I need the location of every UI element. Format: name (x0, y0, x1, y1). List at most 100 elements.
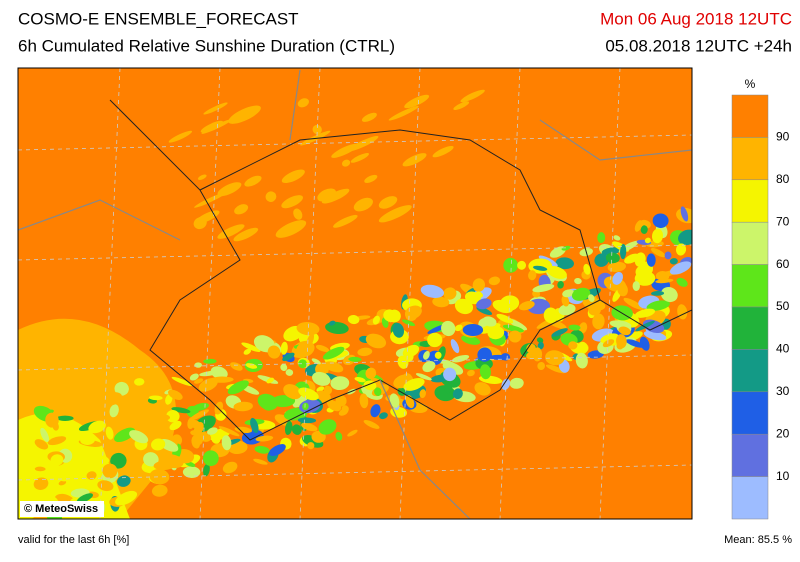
field-blob (34, 439, 49, 450)
field-blob (50, 454, 64, 466)
field-blob (88, 420, 106, 434)
field-blob (253, 458, 268, 465)
field-blob (265, 191, 277, 202)
field-blob (190, 419, 202, 430)
field-blob (472, 278, 486, 292)
field-blob (227, 380, 249, 395)
field-blob (561, 245, 571, 251)
legend-swatch (731, 349, 769, 393)
field-blob (640, 225, 648, 234)
field-blob (568, 341, 578, 350)
subtitle: 6h Cumulated Relative Sunshine Duration … (18, 36, 395, 55)
field-blob (347, 429, 358, 437)
field-blob (102, 463, 118, 479)
legend-swatch (731, 94, 769, 138)
field-blob (34, 466, 46, 472)
legend: % 90 80 70 60 50 40 30 20 10 (731, 77, 790, 520)
field-blob (558, 303, 576, 316)
field-blob (266, 377, 275, 384)
field-blob (307, 442, 315, 450)
field-blob (644, 237, 651, 244)
field-blob (114, 381, 129, 396)
field-blob (669, 261, 692, 275)
field-blob (660, 287, 678, 303)
field-blob (601, 247, 621, 256)
field-blob (388, 105, 419, 121)
field-blob (151, 484, 168, 497)
field-blob (275, 220, 307, 238)
field-blob (217, 224, 245, 239)
field-blob (280, 341, 288, 355)
field-blob (287, 329, 297, 339)
field-blob (206, 427, 218, 435)
field-blob (341, 159, 351, 167)
map (18, 68, 692, 531)
graticule (99, 68, 121, 519)
field-blob (110, 452, 127, 469)
field-blob (618, 326, 631, 336)
field-blob (476, 298, 492, 310)
field-blob (324, 361, 344, 373)
field-blob (328, 320, 336, 326)
field-blob (33, 477, 49, 490)
field-blob (536, 337, 544, 343)
field-blob (315, 344, 330, 352)
field-blob (347, 314, 360, 325)
field-blob (166, 410, 180, 423)
legend-swatch (731, 137, 769, 181)
field-blob (528, 270, 537, 281)
field-blob (390, 406, 407, 418)
field-blob (488, 354, 511, 361)
field-blob (574, 277, 582, 285)
legend-tick-label: 30 (776, 384, 790, 398)
field-blob (189, 409, 209, 421)
field-blob (378, 205, 412, 223)
field-blob (129, 430, 149, 444)
field-blob (643, 330, 667, 341)
field-blob (479, 364, 491, 380)
field-blob (616, 342, 624, 350)
field-blob (317, 188, 337, 202)
field-blob (467, 369, 475, 377)
field-blob (297, 417, 317, 424)
field-blob (652, 213, 669, 228)
field-blob (597, 232, 606, 244)
field-blob (623, 297, 644, 310)
field-blob (316, 386, 325, 392)
field-blob (284, 421, 293, 435)
copyright: © MeteoSwiss (24, 503, 98, 515)
legend-swatch (731, 306, 769, 350)
field-blob (285, 369, 294, 376)
field-blob (655, 278, 674, 284)
field-blob (374, 387, 382, 397)
field-blob (255, 435, 274, 442)
legend-swatch (731, 264, 769, 308)
field-blob (475, 291, 484, 298)
field-blob (588, 294, 595, 302)
field-blob (298, 387, 319, 401)
field-blob (269, 444, 286, 457)
field-blob (217, 182, 242, 197)
field-blob (607, 261, 626, 272)
field-blob (234, 426, 253, 433)
field-blob (144, 420, 162, 429)
field-blob (474, 382, 491, 396)
field-blob (378, 196, 398, 209)
field-blob (545, 364, 566, 374)
field-blob (415, 373, 432, 381)
field-blob (293, 208, 303, 220)
field-blob (34, 521, 49, 531)
field-blob (168, 130, 193, 143)
field-blob (254, 445, 270, 454)
field-blob (363, 420, 380, 429)
field-blob (312, 371, 331, 386)
field-blob (652, 228, 664, 244)
field-blob (546, 265, 567, 279)
field-blob (335, 395, 347, 407)
field-blob (296, 341, 315, 358)
field-blob (69, 395, 79, 407)
field-blob (402, 344, 420, 358)
field-blob (403, 378, 425, 391)
field-blob (335, 431, 343, 441)
field-blob (537, 361, 546, 371)
